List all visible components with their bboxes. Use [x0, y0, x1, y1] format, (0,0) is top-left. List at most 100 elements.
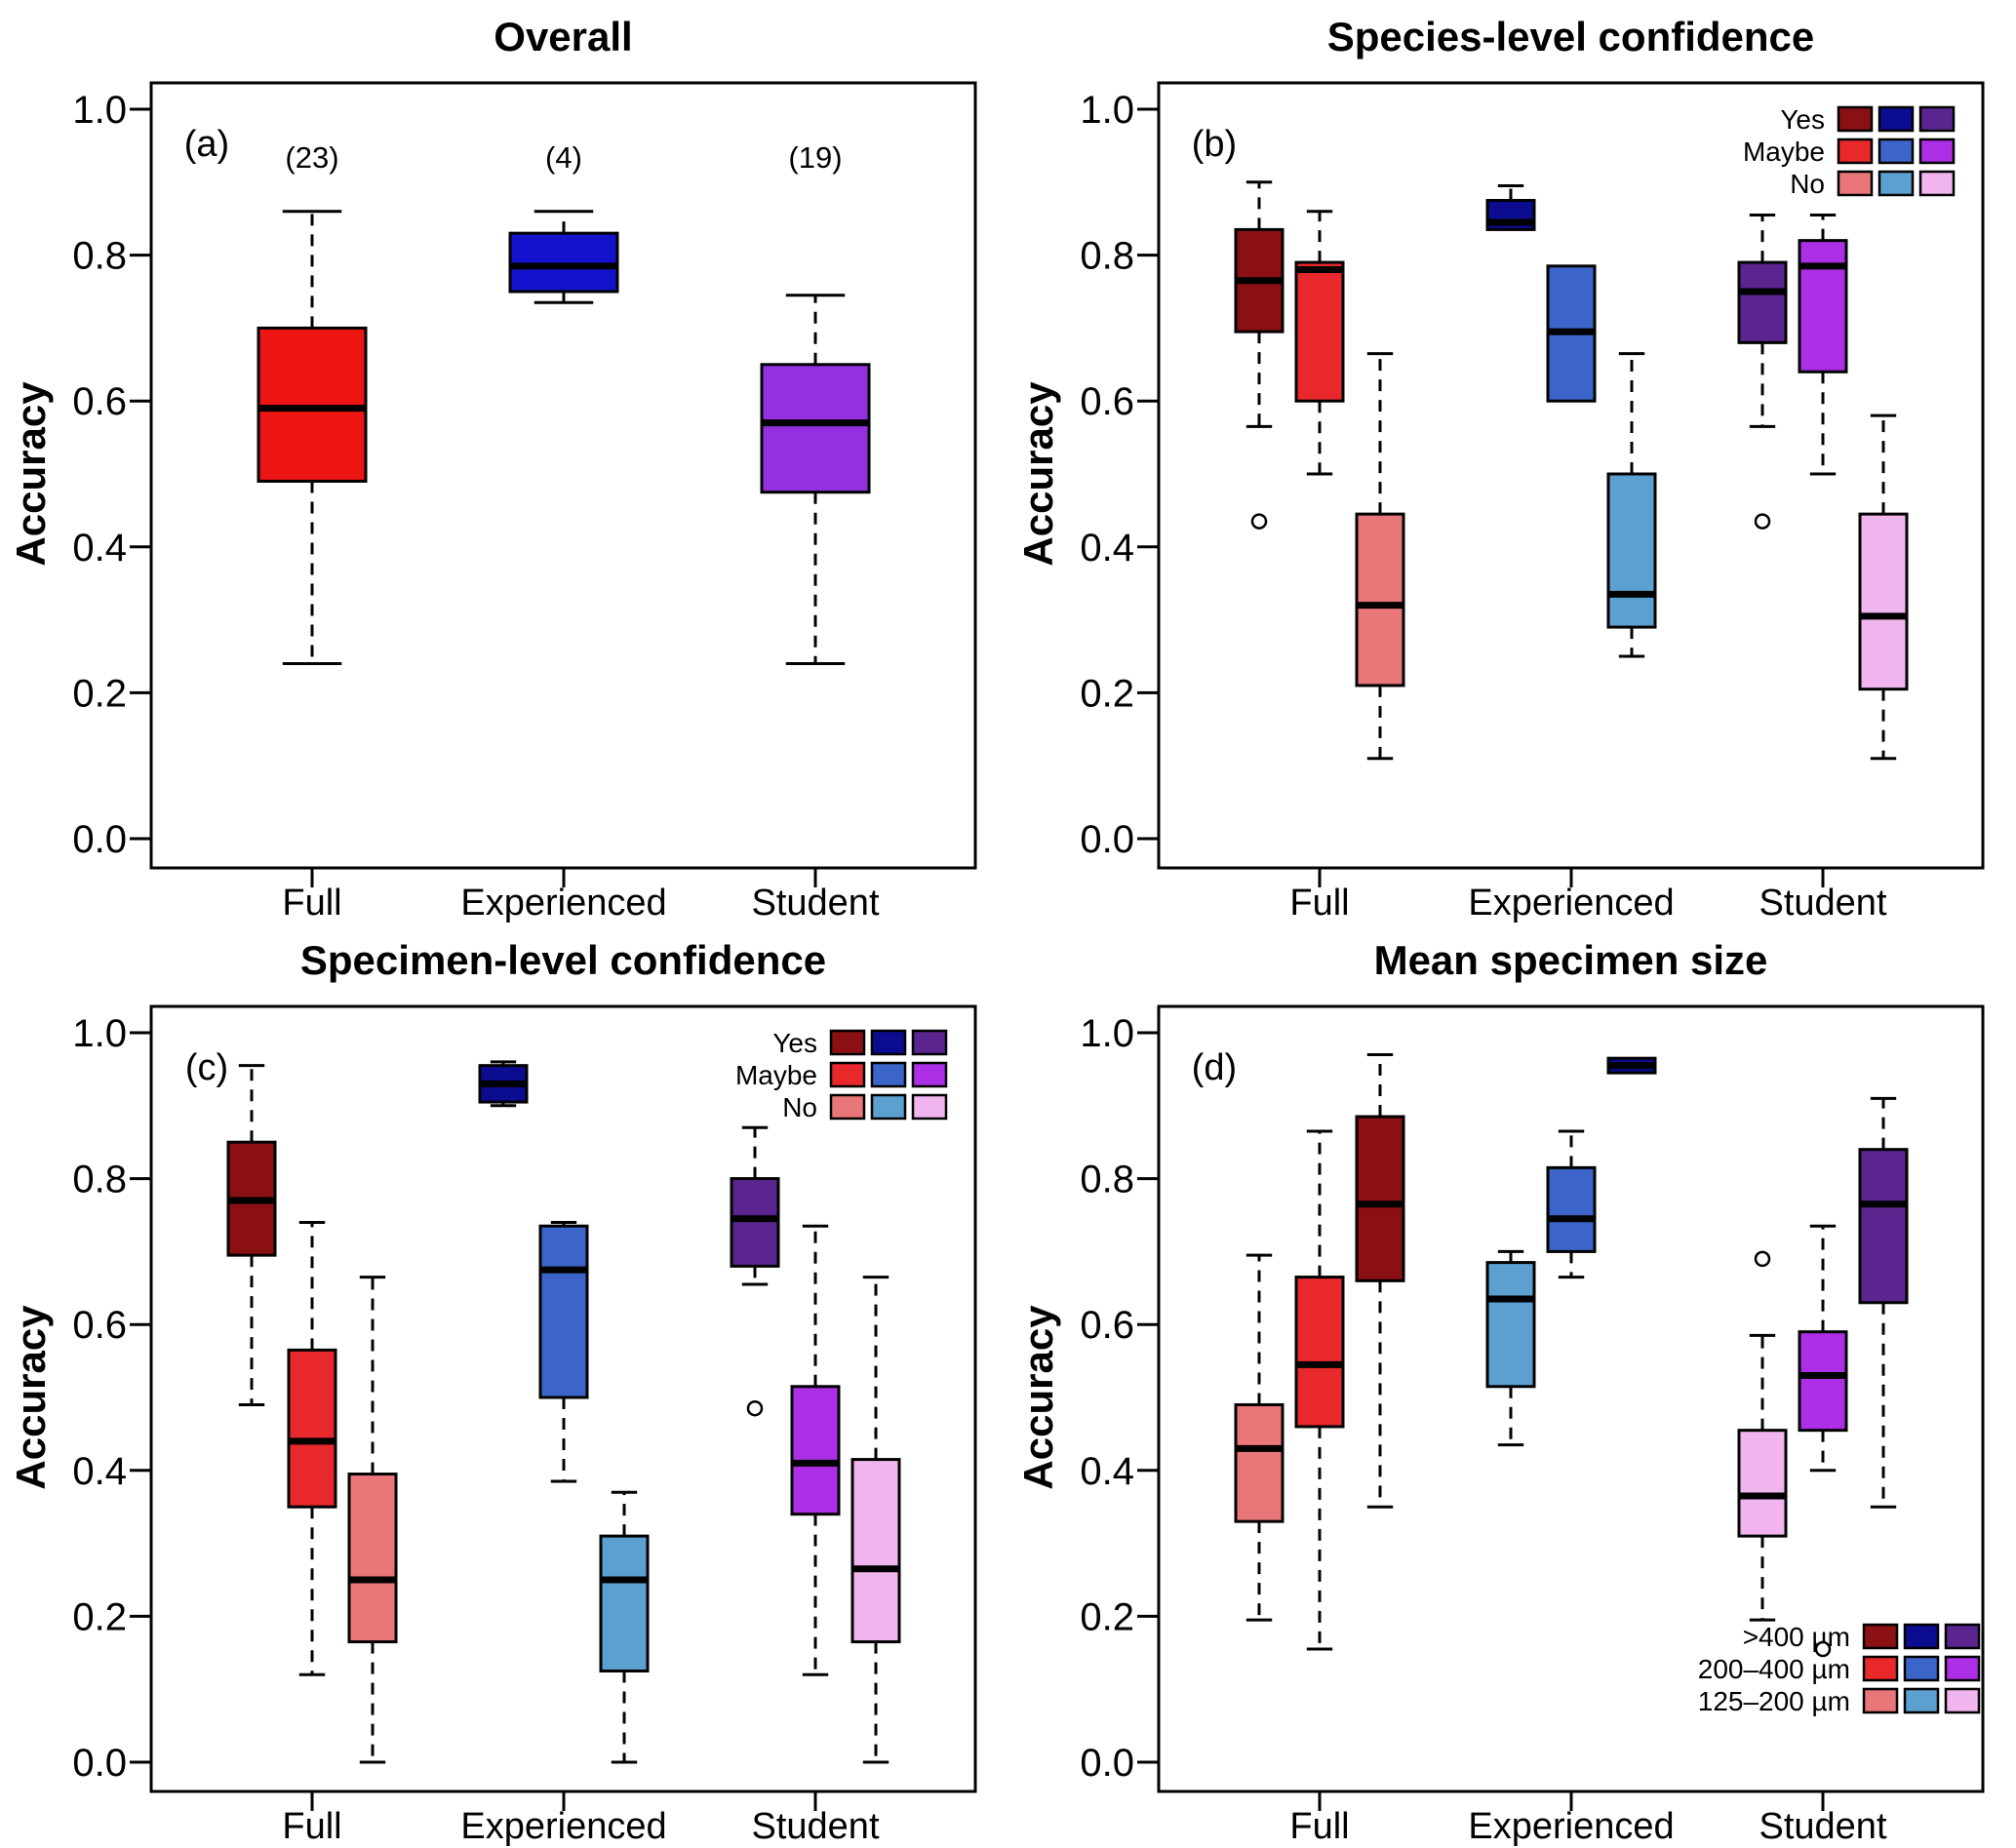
panel-specimen-level-confidence: 0.0 0.2 0.4 0.6 0.8 1.0 Full Experienced Student… — [8, 937, 977, 1847]
y-axis-tick-label: 0.0 — [1080, 818, 1134, 861]
legend-label: >400 µm — [1743, 1622, 1850, 1652]
y-axis-tick-label: 0.6 — [1080, 380, 1134, 423]
y-axis-tick-label: 0.8 — [1080, 235, 1134, 278]
y-axis-tick-label: 0.4 — [72, 1450, 127, 1493]
legend-label: No — [1790, 169, 1825, 199]
boxplot-box — [1355, 512, 1405, 688]
legend-swatch — [1862, 1623, 1899, 1650]
outlier-point — [1814, 1640, 1832, 1658]
x-category-label: Student — [1759, 1806, 1887, 1847]
legend-swatch — [911, 1093, 948, 1121]
boxplot-box — [1606, 472, 1657, 629]
legend-swatch — [829, 1029, 866, 1056]
y-axis-tick-label: 0.0 — [72, 1742, 127, 1785]
y-axis-tick-label: 0.6 — [72, 1304, 127, 1347]
legend-label: Maybe — [1743, 137, 1825, 167]
legend-label: 125–200 µm — [1698, 1686, 1850, 1716]
boxplot-box — [1798, 239, 1848, 374]
legend-swatch — [870, 1061, 907, 1088]
boxplot-box — [599, 1534, 650, 1672]
outlier-point — [1754, 513, 1771, 530]
panel-overall: 0.0 0.2 0.4 0.6 0.8 1.0 Full Experienced Student… — [8, 14, 977, 924]
boxplot-box — [287, 1348, 337, 1509]
y-axis-tick-label: 0.2 — [1080, 672, 1134, 715]
panel-mean-specimen-size: 0.0 0.2 0.4 0.6 0.8 1.0 Full Experienced Student… — [1015, 937, 1985, 1847]
legend-label: Yes — [772, 1028, 817, 1058]
panel-letter: (c) — [185, 1047, 228, 1088]
boxplot-box — [1546, 1165, 1597, 1253]
y-axis-tick-label: 0.2 — [72, 672, 127, 715]
legend-label: Yes — [1780, 104, 1825, 135]
legend-swatch — [829, 1061, 866, 1088]
panel-title: Species-level confidence — [1327, 14, 1815, 59]
legend-swatch — [1837, 105, 1874, 133]
y-axis-tick-label: 0.2 — [72, 1595, 127, 1638]
boxplot-box — [1355, 1115, 1405, 1282]
legend-label: Maybe — [735, 1060, 817, 1090]
boxplot-box — [1798, 1330, 1848, 1433]
legend-swatch — [1903, 1623, 1940, 1650]
x-category-label: Experienced — [460, 1806, 666, 1847]
outlier-point — [1754, 1250, 1771, 1268]
boxplot-box — [1737, 260, 1788, 344]
x-category-label: Student — [752, 1806, 880, 1847]
panel-title: Mean specimen size — [1374, 937, 1768, 983]
y-axis-tick-label: 1.0 — [72, 89, 127, 132]
legend-swatch — [1878, 105, 1915, 133]
plot-border — [1157, 1004, 1985, 1793]
boxplot-box — [1858, 512, 1909, 691]
y-axis-tick-label: 0.8 — [72, 235, 127, 278]
outlier-point — [1250, 513, 1268, 530]
legend-swatch — [1862, 1687, 1899, 1714]
y-axis-title: Accuracy — [8, 381, 54, 567]
legend-swatch — [1918, 138, 1956, 165]
legend-swatch — [870, 1029, 907, 1056]
legend-label: 200–400 µm — [1698, 1654, 1850, 1684]
y-axis-tick-label: 1.0 — [1080, 1012, 1134, 1055]
legend-label: No — [782, 1092, 817, 1122]
y-axis-tick-label: 0.6 — [72, 380, 127, 423]
y-axis-title: Accuracy — [1015, 1305, 1061, 1490]
x-category-label: Student — [752, 883, 880, 924]
sample-count-label: (19) — [788, 140, 842, 175]
x-category-label: Student — [1759, 883, 1887, 924]
plot-border — [1157, 81, 1985, 870]
y-axis-tick-label: 0.2 — [1080, 1595, 1134, 1638]
y-axis-tick-label: 0.4 — [1080, 1450, 1134, 1493]
legend-swatch — [829, 1093, 866, 1121]
boxplot-box — [347, 1473, 398, 1644]
legend-swatch — [1878, 138, 1915, 165]
boxplot-box — [1858, 1148, 1909, 1305]
boxplot-box — [538, 1224, 589, 1399]
panel-species-level-confidence: 0.0 0.2 0.4 0.6 0.8 1.0 Full Experienced Student… — [1015, 14, 1985, 924]
y-axis-tick-label: 0.0 — [72, 818, 127, 861]
boxplot-box — [790, 1385, 841, 1516]
panel-title: Overall — [494, 14, 632, 59]
legend-swatch — [1837, 170, 1874, 197]
y-axis-tick-label: 0.4 — [72, 527, 127, 570]
boxplot-box — [1294, 1276, 1345, 1429]
panel-title: Specimen-level confidence — [300, 937, 826, 983]
legend-swatch — [1903, 1687, 1940, 1714]
legend-swatch — [911, 1029, 948, 1056]
outlier-point — [746, 1399, 764, 1417]
x-category-label: Experienced — [1468, 883, 1674, 924]
y-axis-tick-label: 0.8 — [72, 1159, 127, 1201]
boxplot-box — [850, 1458, 901, 1644]
y-axis-title: Accuracy — [8, 1305, 54, 1490]
panel-letter: (b) — [1192, 124, 1237, 165]
boxplot-box — [257, 326, 368, 483]
boxplot-box — [1234, 1402, 1285, 1523]
boxplot-box — [508, 231, 619, 294]
legend-swatch — [1878, 170, 1915, 197]
legend-swatch — [1944, 1623, 1981, 1650]
legend-swatch — [870, 1093, 907, 1121]
boxplot-box — [1294, 260, 1345, 403]
y-axis-tick-label: 0.8 — [1080, 1159, 1134, 1201]
y-axis-tick-label: 0.4 — [1080, 527, 1134, 570]
y-axis-tick-label: 0.0 — [1080, 1742, 1134, 1785]
x-category-label: Full — [1289, 1806, 1349, 1847]
boxplot-box — [1485, 1261, 1536, 1389]
sample-count-label: (4) — [545, 140, 582, 175]
